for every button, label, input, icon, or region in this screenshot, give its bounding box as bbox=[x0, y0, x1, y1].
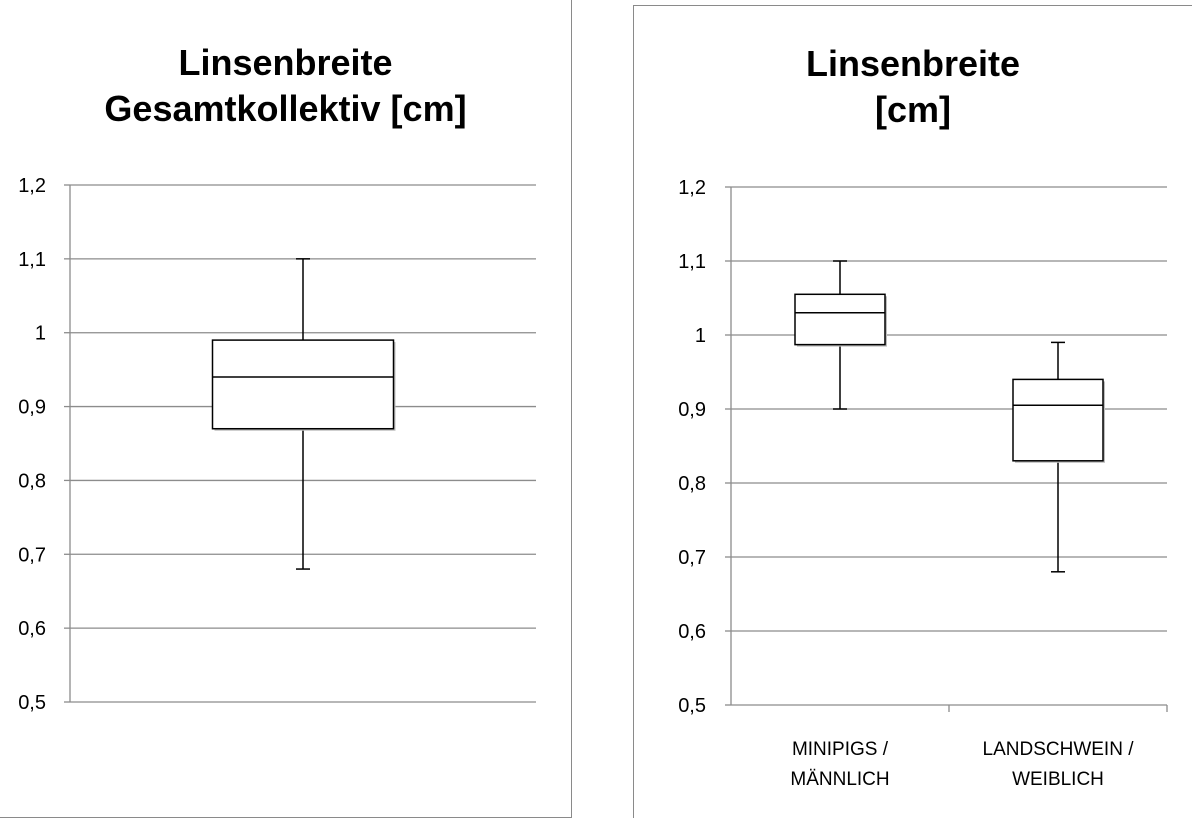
chart-title-line-2: Gesamtkollektiv [cm] bbox=[104, 88, 467, 129]
y-tick-label: 0,6 bbox=[18, 618, 46, 640]
y-tick-label: 1,1 bbox=[18, 249, 46, 271]
y-tick-label: 0,7 bbox=[678, 547, 706, 569]
chart-title-line-2: [cm] bbox=[874, 89, 951, 130]
x-category-label: MINIPIGS / bbox=[792, 739, 889, 760]
chart-panel-by-group: Linsenbreite [cm] 0,5 0,6 0,7 0,8 0,9 1 1,1 1,2… bbox=[633, 5, 1192, 818]
y-tick-label: 0,5 bbox=[18, 692, 46, 714]
boxplot-area: 0,5 0,6 0,7 0,8 0,9 1 1,1 1,2 MINIPIGS / MÄNNLICH… bbox=[678, 177, 1168, 790]
chart-panel-gesamtkollektiv: Linsenbreite Gesamtkollektiv [cm] 0,5 0,6… bbox=[0, 0, 572, 818]
y-tick-label: 0,8 bbox=[18, 470, 46, 492]
y-tick-label: 1 bbox=[35, 323, 46, 345]
x-category-label: LANDSCHWEIN / bbox=[983, 739, 1135, 760]
box-plot-item bbox=[1012, 341, 1105, 573]
box-iqr bbox=[1012, 378, 1104, 462]
chart-title-line-1: Linsenbreite bbox=[805, 43, 1021, 84]
box-plot-item bbox=[794, 260, 887, 410]
y-tick-label: 0,7 bbox=[18, 544, 46, 566]
y-tick-label: 0,5 bbox=[678, 695, 706, 717]
y-tick-label: 0,6 bbox=[678, 621, 706, 643]
x-category-label: MÄNNLICH bbox=[790, 769, 889, 790]
y-tick-label: 0,8 bbox=[678, 473, 706, 495]
y-tick-label: 0,9 bbox=[678, 399, 706, 421]
y-tick-label: 1,2 bbox=[678, 177, 706, 199]
boxplot-area: 0,5 0,6 0,7 0,8 0,9 1 1,1 1,2 bbox=[18, 175, 536, 714]
x-category-label: WEIBLICH bbox=[1012, 769, 1104, 790]
chart-title-line-1: Linsenbreite bbox=[178, 42, 393, 83]
y-tick-label: 0,9 bbox=[18, 397, 46, 419]
chart-title: Linsenbreite Gesamtkollektiv [cm] bbox=[0, 40, 571, 132]
chart-title: Linsenbreite [cm] bbox=[634, 41, 1192, 133]
box-iqr bbox=[794, 293, 886, 346]
box-plot-item bbox=[211, 258, 396, 570]
y-tick-label: 1,1 bbox=[678, 251, 706, 273]
y-tick-label: 1,2 bbox=[18, 175, 46, 197]
y-tick-label: 1 bbox=[695, 325, 706, 347]
box-iqr bbox=[211, 339, 395, 430]
